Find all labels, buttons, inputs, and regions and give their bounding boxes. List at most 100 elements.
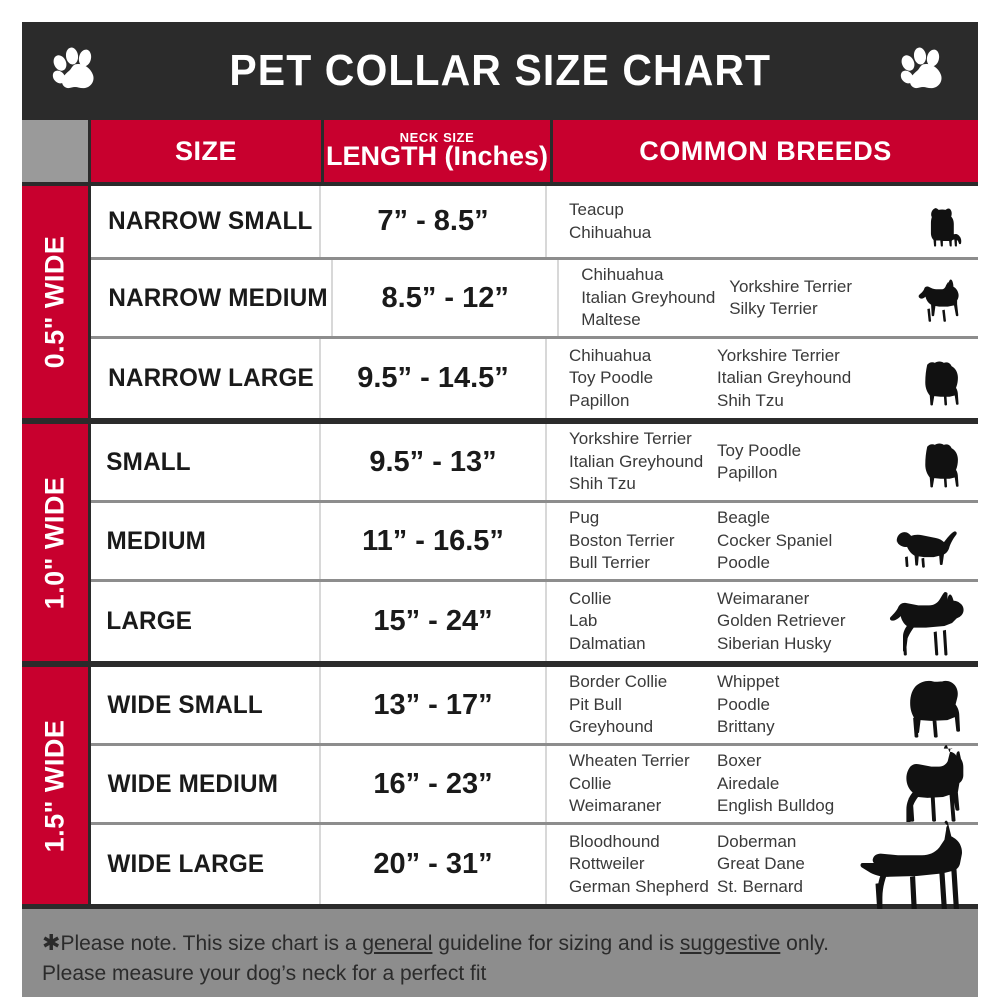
size-name-text: LARGE	[106, 607, 193, 635]
cell-neck-length: 7” - 8.5”	[321, 186, 547, 257]
column-header-length-caption: NECK SIZE	[399, 130, 475, 146]
column-header-length: NECK SIZE LENGTH (Inches)	[324, 120, 550, 182]
breed-name: Papillon	[717, 463, 778, 482]
cell-common-breeds: Pug Boston Terrier Bull Terrier Beagle Cocke…	[547, 503, 978, 579]
cell-size-name: WIDE LARGE	[91, 825, 321, 904]
breed-name: Doberman	[717, 831, 797, 851]
footer-text-b: guideline for sizing and is	[432, 932, 680, 955]
cell-neck-length: 9.5” - 14.5”	[321, 339, 547, 418]
breed-name: Shih Tzu	[717, 390, 784, 410]
breed-name: Great Dane	[717, 854, 805, 874]
breed-name: Silky Terrier	[729, 299, 818, 318]
chihuahua-silhouette	[910, 270, 972, 332]
footer-underline-general: general	[362, 932, 433, 955]
cell-neck-length: 16” - 23”	[321, 746, 547, 822]
breed-name: Siberian Husky	[717, 633, 832, 653]
breed-name: Cocker Spaniel	[717, 530, 833, 550]
pomeranian-silhouette	[908, 352, 972, 416]
cell-common-breeds: Chihuahua Italian Greyhound Maltese Yorkshi…	[559, 260, 978, 336]
table-row[interactable]: WIDE SMALL 13” - 17” Border Collie Pit Bull…	[91, 667, 978, 746]
breed-name: Beagle	[717, 508, 770, 528]
size-name-text: MEDIUM	[106, 526, 207, 555]
table-row[interactable]: SMALL 9.5” - 13” Yorkshire Terrier Italian …	[91, 424, 978, 503]
table-row[interactable]: NARROW MEDIUM 8.5” - 12” Chihuahua Italian …	[91, 260, 978, 339]
footer-text-c: only.	[780, 932, 829, 955]
breed-list-column: Doberman Great Dane St. Bernard	[717, 831, 805, 898]
footer-note: ✱Please note. This size chart is a gener…	[22, 909, 978, 997]
cell-neck-length: 13” - 17”	[321, 667, 547, 743]
size-name-text: SMALL	[106, 447, 191, 476]
beagle-silhouette	[890, 518, 972, 573]
breed-list-column: Pug Boston Terrier Bull Terrier	[569, 507, 717, 574]
breed-list-column: Wheaten Terrier Collie Weimaraner	[569, 750, 717, 817]
footer-line-1: ✱Please note. This size chart is a gener…	[42, 927, 958, 959]
cell-size-name: WIDE SMALL	[91, 667, 321, 743]
column-header-size: SIZE	[91, 120, 321, 182]
breed-name: English Bulldog	[717, 796, 835, 816]
cell-size-name: LARGE	[91, 582, 321, 661]
breed-name: Brittany	[717, 717, 775, 737]
doberman-silhouette	[860, 819, 972, 914]
group-width-label: 1.5" WIDE	[22, 667, 88, 904]
breed-name: Whippet	[717, 672, 780, 692]
size-name-text: WIDE SMALL	[107, 690, 263, 719]
breed-name: Chihuahua	[581, 265, 664, 285]
cell-size-name: WIDE MEDIUM	[91, 746, 321, 822]
table-row[interactable]: WIDE LARGE 20” - 31” Bloodhound Rottweiler G…	[91, 825, 978, 904]
breed-name: Papillon	[569, 390, 630, 410]
chart-title-bar: PET COLLAR SIZE CHART	[22, 22, 978, 120]
breed-name: Dalmatian	[569, 633, 646, 653]
cell-common-breeds: Teacup Chihuahua	[547, 186, 978, 257]
breed-name: Golden Retriever	[717, 611, 846, 631]
breed-name: Chihuahua	[569, 222, 652, 242]
table-row[interactable]: LARGE 15” - 24” Collie Lab Dalmatian Weimaran…	[91, 582, 978, 661]
table-row[interactable]: NARROW LARGE 9.5” - 14.5” Chihuahua Toy Poo…	[91, 339, 978, 418]
cell-common-breeds: Chihuahua Toy Poodle Papillon Yorkshire Ter…	[547, 339, 978, 418]
table-row[interactable]: NARROW SMALL 7” - 8.5” Teacup Chihuahua	[91, 186, 978, 260]
group-rows: SMALL 9.5” - 13” Yorkshire Terrier Italian …	[91, 424, 978, 661]
size-name-text: WIDE MEDIUM	[107, 769, 279, 798]
table-row[interactable]: MEDIUM 11” - 16.5” Pug Boston Terrier Bull T…	[91, 503, 978, 582]
breed-list-column: Yorkshire Terrier Italian Greyhound Shih T…	[717, 345, 851, 412]
breed-list-column: Bloodhound Rottweiler German Shepherd	[569, 831, 717, 898]
group-rows: WIDE SMALL 13” - 17” Border Collie Pit Bull…	[91, 667, 978, 904]
breed-name: Greyhound	[569, 717, 654, 737]
cell-neck-length: 20” - 31”	[321, 825, 547, 904]
column-header-length-label: LENGTH (Inches)	[325, 141, 548, 172]
size-name-text: NARROW MEDIUM	[108, 283, 328, 312]
size-group: 1.5" WIDE WIDE SMALL 13” - 17” Border Colli…	[22, 667, 978, 909]
breed-name: Wheaten Terrier	[569, 751, 690, 771]
cell-neck-length: 15” - 24”	[321, 582, 547, 661]
column-header-breeds: COMMON BREEDS	[553, 120, 978, 182]
footer-text-a: Please note. This size chart is a	[60, 932, 363, 955]
group-width-label: 1.0" WIDE	[22, 424, 88, 661]
breed-name: Rottweiler	[569, 854, 645, 874]
breed-name: Poodle	[717, 694, 770, 714]
breed-name: Airedale	[717, 773, 780, 793]
breed-list-column: Toy Poodle Papillon	[717, 440, 801, 485]
table-row[interactable]: WIDE MEDIUM 16” - 23” Wheaten Terrier Colli…	[91, 746, 978, 825]
breed-name: Collie	[569, 588, 612, 608]
cell-size-name: NARROW MEDIUM	[91, 260, 334, 336]
size-name-text: WIDE LARGE	[107, 850, 265, 878]
cell-neck-length: 8.5” - 12”	[333, 260, 560, 336]
breed-list-column: Whippet Poodle Brittany	[717, 671, 779, 738]
footer-line-2: Please measure your dog’s neck for a per…	[42, 962, 487, 986]
size-name-text: NARROW SMALL	[108, 207, 313, 235]
size-group: 1.0" WIDE SMALL 9.5” - 13” Yorkshire Terrie…	[22, 424, 978, 667]
size-group: 0.5" WIDE NARROW SMALL 7” - 8.5” Teacup Chih…	[22, 186, 978, 424]
breed-name: Toy Poodle	[569, 368, 654, 388]
asterisk-icon: ✱	[42, 930, 61, 955]
cell-neck-length: 11” - 16.5”	[321, 503, 547, 579]
breed-name: Yorkshire Terrier	[729, 276, 853, 296]
column-header-size-label: SIZE	[174, 135, 237, 166]
group-width-label: 0.5" WIDE	[22, 186, 88, 418]
table-header-row: SIZE NECK SIZE LENGTH (Inches) COMMON BR…	[22, 120, 978, 186]
pomeranian-silhouette	[908, 434, 972, 498]
cell-common-breeds: Yorkshire Terrier Italian Greyhound Shih T…	[547, 424, 978, 500]
breed-list-column: Yorkshire Terrier Silky Terrier	[729, 276, 852, 321]
cell-neck-length: 9.5” - 13”	[321, 424, 547, 500]
paw-print-icon	[50, 46, 102, 98]
breed-list-column: Teacup Chihuahua	[569, 199, 717, 244]
shepherd-silhouette	[880, 590, 972, 659]
